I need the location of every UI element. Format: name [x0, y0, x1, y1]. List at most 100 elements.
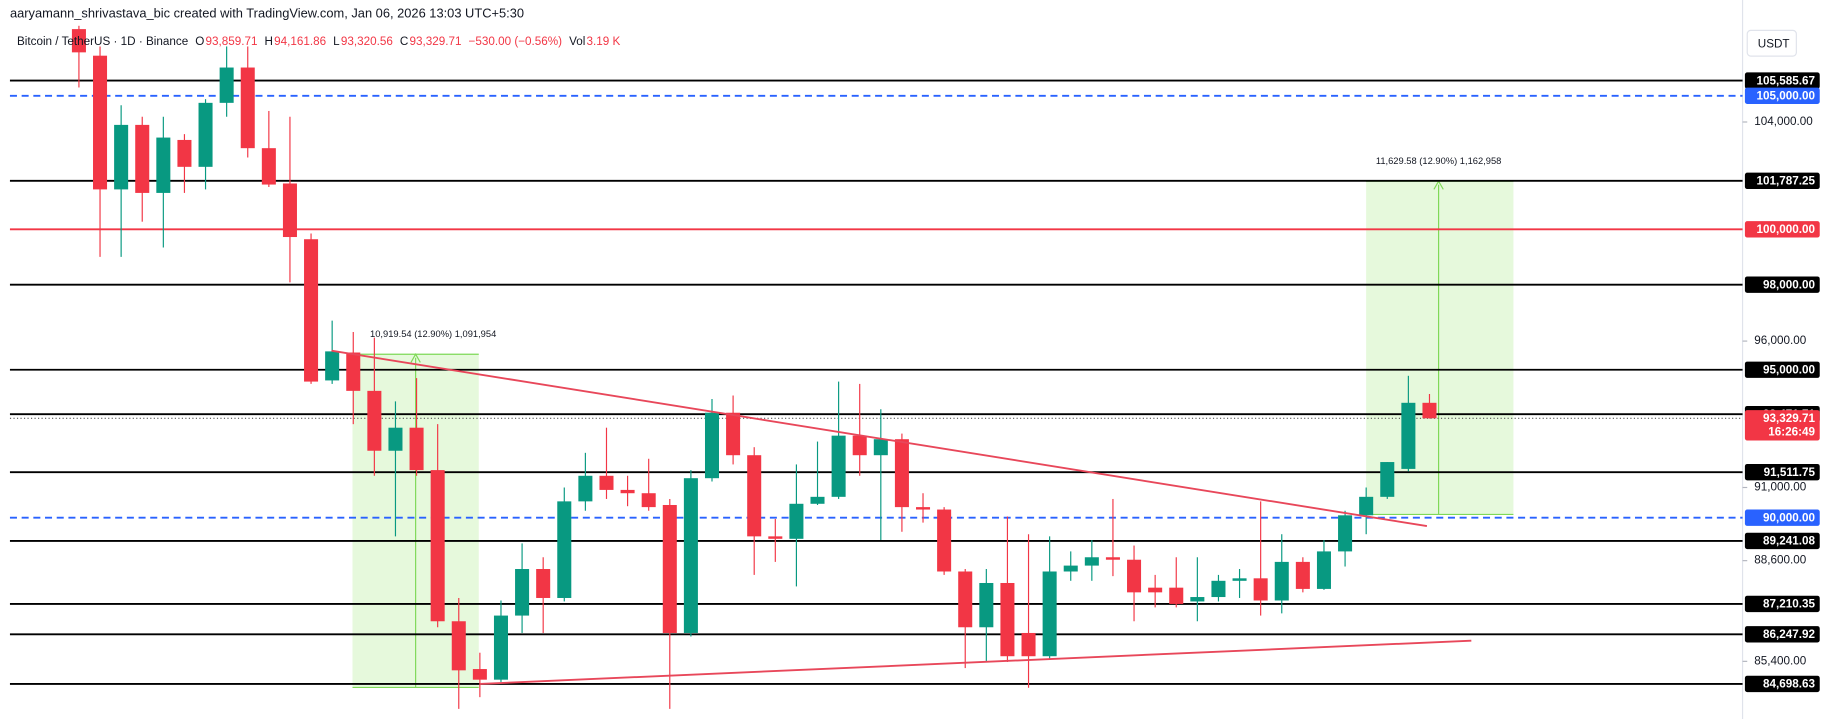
candle-body: [240, 67, 255, 149]
last-price-label: 93,329.71: [1763, 412, 1815, 425]
candle-body: [325, 351, 340, 381]
legend-key: L: [333, 35, 340, 48]
y-tick-label: 85,400.00: [1754, 654, 1806, 667]
level-label: 98,000.00: [1763, 278, 1815, 291]
candle-body: [93, 55, 108, 190]
candle-body: [1401, 402, 1416, 469]
legend-value: 93,320.56: [341, 35, 393, 48]
level-label-box: [1744, 595, 1820, 613]
candle-body: [789, 503, 804, 539]
measurement-label: 10,919.54 (12.90%) 1,091,954: [370, 329, 496, 339]
countdown: 16:26:49: [1768, 425, 1815, 438]
candle-body: [958, 571, 973, 628]
candle-body: [620, 489, 635, 494]
legend-key: C: [400, 35, 408, 48]
legend-value: 3.19 K: [587, 35, 621, 48]
candle-body: [1316, 551, 1331, 589]
legend-value: 94,161.86: [274, 35, 326, 48]
level-label: 100,000.00: [1757, 223, 1816, 236]
legend-key: H: [265, 35, 273, 48]
level-label: 105,585.67: [1757, 74, 1815, 87]
candle-body: [873, 439, 888, 456]
y-tick-label: 96,000.00: [1754, 334, 1806, 347]
candle-body: [177, 139, 192, 167]
legend-value: 93,329.71: [409, 35, 461, 48]
candle-body: [304, 239, 319, 382]
candle-body: [831, 435, 846, 497]
candle-body: [71, 29, 86, 53]
level-label-box: [1744, 626, 1820, 643]
candle-body: [894, 439, 909, 508]
level-label-box: [1744, 361, 1820, 378]
candle-body: [1422, 402, 1437, 419]
candle-body: [916, 507, 931, 510]
candle-body: [726, 412, 741, 456]
candles: [71, 25, 1437, 709]
arrow-head: [410, 353, 421, 363]
level-label-box: [1744, 172, 1820, 190]
level-label: 87,210.35: [1763, 598, 1815, 611]
candle-body: [557, 501, 572, 598]
level-label-box: [1744, 532, 1820, 550]
candle-body: [1105, 557, 1120, 560]
candle-body: [219, 67, 234, 103]
legend-values: O93,859.71 H94,161.86 L93,320.56 C93,329.71…: [195, 35, 620, 48]
candle-body: [1274, 561, 1289, 601]
candle-body: [1190, 597, 1205, 602]
legend-key: O: [195, 35, 204, 48]
level-label: 89,241.08: [1763, 535, 1815, 548]
candle-body: [1169, 587, 1184, 604]
candle-body: [367, 390, 382, 451]
candle-body: [1253, 578, 1268, 601]
level-label-box: [1744, 72, 1820, 89]
y-tick-label: 88,600.00: [1754, 554, 1806, 567]
trendline: [331, 349, 1428, 528]
candle-body: [346, 352, 361, 391]
currency-box: [1746, 29, 1797, 57]
candle-body: [747, 455, 762, 537]
candle-body: [683, 478, 698, 633]
candle-body: [662, 504, 677, 633]
candle-body: [578, 475, 593, 502]
attribution: aaryamann_shrivastava_bic created with T…: [10, 5, 524, 20]
level-label: 90,000.00: [1763, 511, 1815, 524]
candle-body: [1295, 561, 1310, 589]
level-label-box: [1744, 509, 1820, 526]
candle-body: [1084, 557, 1099, 566]
candle-body: [536, 569, 551, 598]
legend: Bitcoin / TetherUS · 1D · Binance O93,859…: [17, 35, 621, 48]
price-axis: 104,000.00 96,000.00 91,000.00 88,600.00 85,…: [1742, 72, 1820, 693]
candle-body: [1021, 632, 1036, 657]
candle-body: [810, 496, 825, 504]
candle-body: [1148, 587, 1163, 593]
candle-body: [261, 148, 276, 185]
level-label-box: [1744, 463, 1820, 481]
candle-body: [282, 183, 297, 238]
candle-body: [493, 615, 508, 680]
legend-value: 93,859.71: [206, 35, 258, 48]
candle-body: [430, 470, 445, 622]
level-label: 84,698.63: [1763, 678, 1815, 691]
candle-body: [704, 412, 720, 479]
candle-body: [472, 669, 487, 680]
symbol: Bitcoin / TetherUS · 1D · Binance: [17, 35, 188, 48]
level-label: 86,247.92: [1763, 628, 1815, 641]
candle-body: [156, 137, 171, 193]
candle-body: [768, 536, 783, 539]
candle-body: [1127, 559, 1142, 593]
candle-body: [1338, 515, 1353, 552]
candle-body: [388, 427, 403, 451]
candle-body: [135, 124, 150, 193]
measure-box: [1366, 181, 1514, 515]
level-label: 95,000.00: [1763, 363, 1815, 376]
y-tick-label: 91,000.00: [1754, 481, 1806, 494]
candle-body: [852, 435, 867, 456]
level-label-box: [1744, 221, 1820, 238]
measurement-label: 11,629.58 (12.90%) 1,162,958: [1376, 156, 1502, 166]
candle-body: [1211, 580, 1226, 598]
candle-body: [599, 475, 614, 490]
measurement-right: [1366, 180, 1514, 515]
